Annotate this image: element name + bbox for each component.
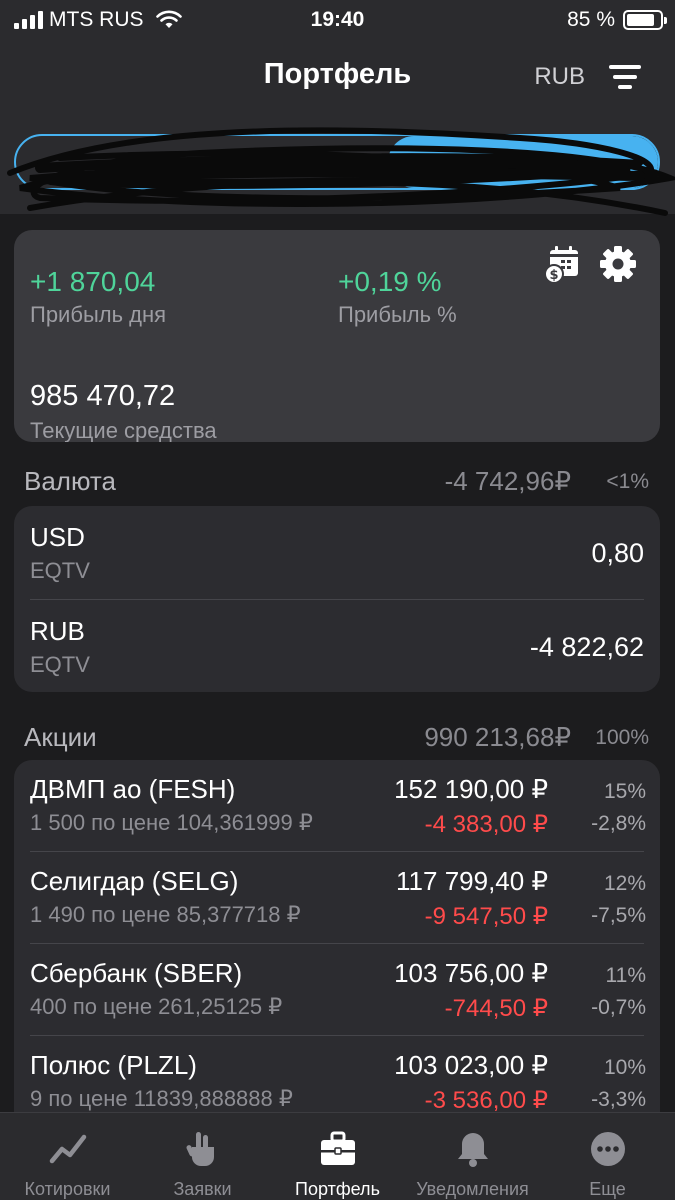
stocks-section-header[interactable]: Акции 990 213,68₽ 100%: [0, 718, 675, 758]
profit-percent-label: Прибыль %: [338, 302, 457, 327]
stock-change-percent: -7,5%: [591, 904, 646, 927]
status-bar: MTS RUS 19:40 85 %: [0, 0, 675, 38]
stock-value: 117 799,40 ₽: [396, 866, 548, 896]
currency-amount: 0,80: [591, 538, 644, 568]
day-profit-label: Прибыль дня: [30, 302, 167, 327]
chart-line-icon: [49, 1134, 87, 1164]
divider: [30, 599, 644, 600]
tab-notifications[interactable]: Уведомления: [405, 1113, 540, 1200]
section-total: -4 742,96₽: [444, 466, 571, 496]
stock-change-percent: -0,7%: [591, 996, 646, 1019]
section-percent: 100%: [595, 726, 649, 749]
stock-change-percent: -2,8%: [591, 812, 646, 835]
stock-row-plzl[interactable]: Полюс (PLZL) 9 по цене 11839,888888 ₽ 10…: [14, 1036, 660, 1128]
tab-label: Еще: [589, 1179, 626, 1199]
stock-share: 15%: [603, 780, 646, 803]
tab-quotes[interactable]: Котировки: [0, 1113, 135, 1200]
current-funds-value: 985 470,72: [30, 380, 176, 412]
section-title: Акции: [24, 722, 97, 752]
tab-portfolio[interactable]: Портфель: [270, 1113, 405, 1200]
stock-name: Сбербанк (SBER): [30, 958, 243, 988]
tab-label: Котировки: [24, 1179, 111, 1199]
stock-change: -744,50 ₽: [444, 995, 548, 1022]
currency-account: EQTV: [30, 652, 90, 677]
stock-change: -3 536,00 ₽: [424, 1087, 548, 1114]
stock-share: 11%: [605, 964, 646, 987]
currency-row-rub[interactable]: RUB EQTV -4 822,62: [14, 600, 660, 694]
signal-icon: [14, 11, 43, 29]
current-funds-label: Текущие средства: [30, 418, 217, 442]
battery-percent: 85 %: [567, 8, 615, 31]
currency-account: EQTV: [30, 558, 90, 583]
stock-name: Селигдар (SELG): [30, 866, 239, 896]
stock-name: Полюс (PLZL): [30, 1050, 197, 1080]
page-title: Портфель: [263, 58, 412, 90]
divider: [30, 943, 644, 944]
stock-value: 103 023,00 ₽: [394, 1050, 548, 1080]
stock-share: 10%: [603, 1056, 646, 1079]
stock-quantity: 1 490 по цене 85,377718 ₽: [30, 902, 301, 927]
redaction-scribble: [7, 127, 675, 216]
tab-label: Заявки: [173, 1179, 232, 1199]
currency-row-usd[interactable]: USD EQTV 0,80: [14, 506, 660, 600]
currency-code: RUB: [30, 616, 85, 646]
stock-row-sber[interactable]: Сбербанк (SBER) 400 по цене 261,25125 ₽ …: [14, 944, 660, 1036]
day-profit-value: +1 870,04: [30, 266, 156, 297]
stock-change: -4 383,00 ₽: [424, 811, 548, 838]
currency-section-header[interactable]: Валюта -4 742,96₽ <1%: [0, 462, 675, 502]
hand-icon: [186, 1132, 214, 1166]
currency-amount: -4 822,62: [529, 632, 644, 662]
section-percent: <1%: [606, 470, 649, 493]
clock: 19:40: [310, 8, 365, 31]
stock-share: 12%: [603, 872, 646, 895]
briefcase-icon: [321, 1131, 355, 1165]
divider: [30, 1035, 644, 1036]
portfolio-summary-card: +1 870,04 Прибыль дня +0,19 % Прибыль % …: [14, 230, 660, 442]
section-title: Валюта: [24, 466, 116, 496]
battery-icon: [623, 10, 667, 30]
currency-selector[interactable]: RUB: [534, 63, 585, 90]
carrier-label: MTS RUS: [49, 8, 144, 31]
stock-name: ДВМП ао (FESH): [30, 774, 236, 804]
section-total: 990 213,68₽: [424, 722, 571, 752]
more-icon: [591, 1132, 625, 1166]
wifi-icon: [155, 10, 182, 28]
filter-icon[interactable]: [609, 65, 641, 91]
stock-value: 103 756,00 ₽: [394, 958, 548, 988]
stock-quantity: 400 по цене 261,25125 ₽: [30, 994, 283, 1019]
stock-row-selg[interactable]: Селигдар (SELG) 1 490 по цене 85,377718 …: [14, 852, 660, 944]
currency-code: USD: [30, 522, 85, 552]
stock-quantity: 1 500 по цене 104,361999 ₽: [30, 810, 313, 835]
tab-bar: Котировки Заявки Портфель Увед: [0, 1112, 675, 1200]
tab-label: Портфель: [295, 1179, 380, 1199]
tab-more[interactable]: Еще: [540, 1113, 675, 1200]
stock-value: 152 190,00 ₽: [394, 774, 548, 804]
bell-icon: [458, 1133, 488, 1167]
gear-icon[interactable]: [598, 244, 638, 284]
divider: [30, 851, 644, 852]
currency-card: USD EQTV 0,80 RUB EQTV -4 822,62: [14, 506, 660, 692]
profit-percent-value: +0,19 %: [338, 266, 442, 297]
stocks-card: ДВМП ао (FESH) 1 500 по цене 104,361999 …: [14, 760, 660, 1140]
stock-row-fesh[interactable]: ДВМП ао (FESH) 1 500 по цене 104,361999 …: [14, 760, 660, 852]
stock-change: -9 547,50 ₽: [424, 903, 548, 930]
nav-bar: Портфель RUB: [0, 38, 675, 118]
calendar-dividends-icon[interactable]: $: [544, 244, 580, 284]
svg-text:$: $: [549, 268, 558, 283]
tab-label: Уведомления: [416, 1179, 529, 1199]
stock-change-percent: -3,3%: [591, 1088, 646, 1111]
stock-quantity: 9 по цене 11839,888888 ₽: [30, 1086, 293, 1111]
tab-orders[interactable]: Заявки: [135, 1113, 270, 1200]
